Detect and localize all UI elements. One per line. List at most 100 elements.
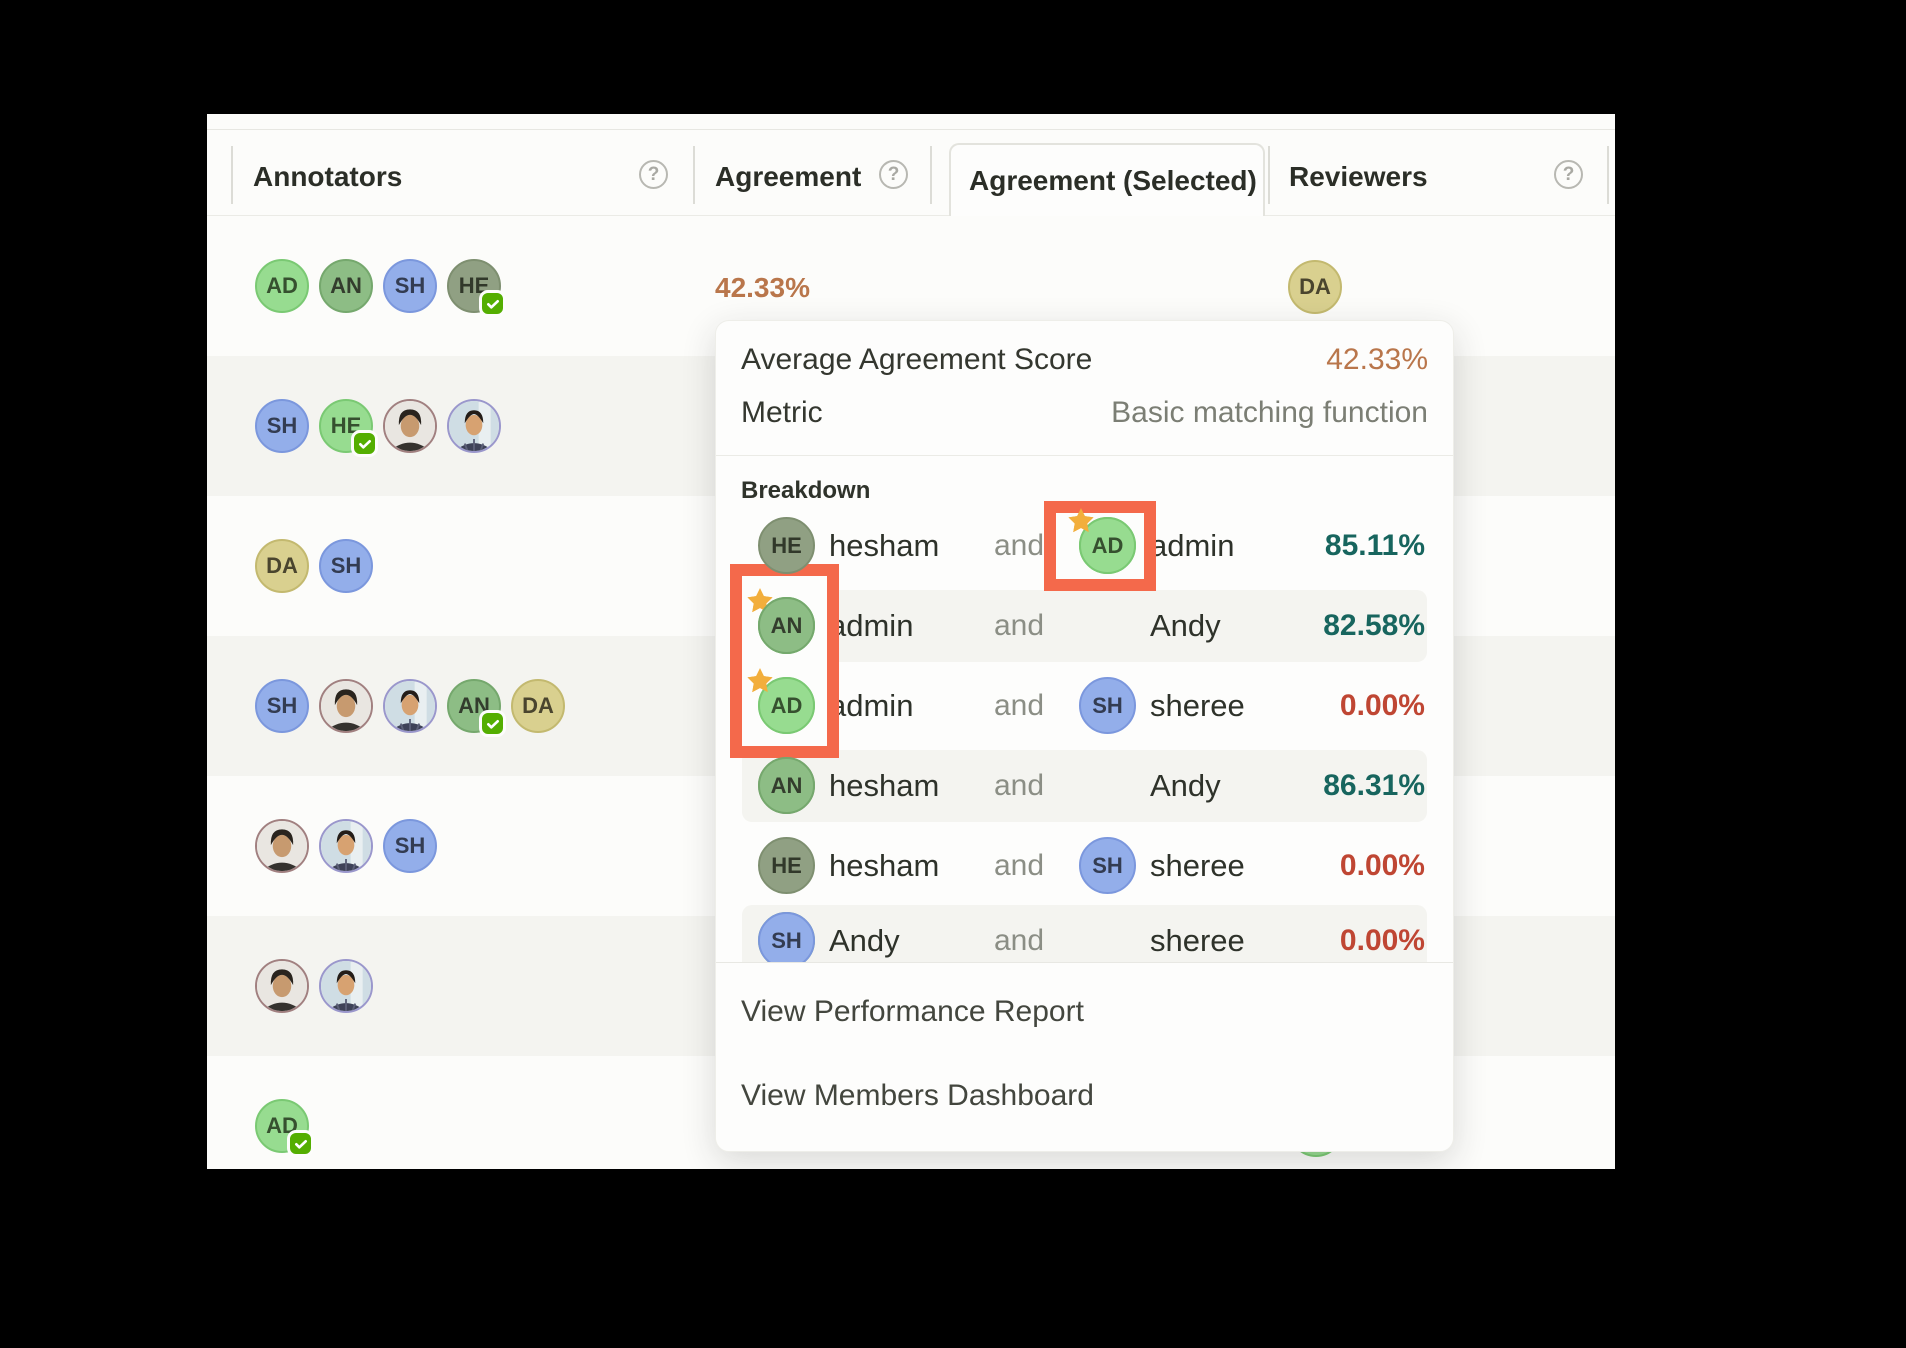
member-name: hesham <box>829 848 940 883</box>
verified-check-icon <box>351 430 378 457</box>
column-header-agreement[interactable]: Agreement <box>715 161 862 192</box>
pair-score: 0.00% <box>1339 924 1425 957</box>
avatar-sh[interactable]: SH <box>1079 837 1136 894</box>
avatar-an[interactable]: AN <box>447 679 506 737</box>
avatar-sh[interactable]: SH <box>255 399 309 453</box>
help-icon[interactable]: ? <box>639 160 668 189</box>
average-agreement-row: Average Agreement Score 42.33% <box>741 341 1428 379</box>
avatar-ad[interactable]: AD <box>255 259 309 313</box>
column-header-agreement-selected[interactable]: Agreement (Selected) <box>949 143 1265 216</box>
breakdown-label: Breakdown <box>741 477 871 504</box>
photo-avatar[interactable] <box>319 959 373 1013</box>
avatar-initials: AN <box>330 273 362 298</box>
avatar-an[interactable]: AN <box>319 259 373 313</box>
breakdown-row: HE hesham and AN Andy 86.31% <box>742 750 1427 822</box>
average-agreement-value: 42.33% <box>1326 343 1428 376</box>
popup-footer: View Performance Report View Members Das… <box>716 962 1453 1151</box>
avatar-da[interactable]: DA <box>511 679 565 733</box>
column-divider <box>1607 146 1609 204</box>
avatar-sh[interactable]: SH <box>758 912 815 969</box>
member-name: Andy <box>1150 608 1221 643</box>
avatar-initials: HE <box>771 852 802 878</box>
verified-check-icon <box>479 710 506 737</box>
photo-avatar[interactable] <box>255 819 309 873</box>
avatar-he[interactable]: HE <box>758 517 815 574</box>
avatar-sh[interactable]: SH <box>383 819 437 873</box>
member-name: sheree <box>1150 848 1245 883</box>
photo-avatar[interactable] <box>447 399 501 453</box>
conjunction: and <box>993 689 1045 722</box>
view-performance-report-link[interactable]: View Performance Report <box>741 995 1084 1028</box>
avatar-initials: DA <box>266 553 298 578</box>
avatar-initials: DA <box>1299 274 1331 299</box>
avatar-initials: AN <box>770 772 803 798</box>
selected-column-label: Agreement (Selected) <box>969 164 1257 196</box>
photo-avatar[interactable] <box>319 819 373 873</box>
avatar-initials: SH <box>1092 852 1123 878</box>
member-name: hesham <box>829 768 940 803</box>
column-header-reviewers[interactable]: Reviewers <box>1289 161 1428 192</box>
table-row: SH <box>207 776 1615 916</box>
avatar-an[interactable]: AN <box>758 757 815 814</box>
column-header-annotators[interactable]: Annotators <box>253 161 403 192</box>
avatar-sh[interactable]: SH <box>319 539 373 593</box>
avatar-da-reviewer[interactable]: DA <box>1288 260 1342 314</box>
member-name: admin <box>1150 528 1235 563</box>
members-table: Annotators ? Agreement ? Agreement (Sele… <box>207 114 1615 1169</box>
pair-score: 0.00% <box>1339 689 1425 722</box>
avatar-he[interactable]: HE <box>319 399 378 457</box>
help-icon[interactable]: ? <box>1554 160 1583 189</box>
avatar-initials: AD <box>1091 532 1124 558</box>
member-name: Andy <box>829 923 900 958</box>
avatar-ad[interactable]: AD <box>255 1099 314 1157</box>
avatar-initials: SH <box>330 553 362 578</box>
table-row: DA SH <box>207 496 1615 636</box>
avatar-sh[interactable]: SH <box>383 259 437 313</box>
pair-score: 0.00% <box>1339 849 1425 882</box>
member-name: admin <box>829 608 914 643</box>
conjunction: and <box>993 529 1045 562</box>
column-divider <box>1268 146 1270 204</box>
avatar-initials: HE <box>771 532 802 558</box>
metric-value: Basic matching function <box>1111 396 1428 429</box>
verified-check-icon <box>479 290 506 317</box>
avatar-initials: SH <box>394 273 426 298</box>
photo-avatar[interactable] <box>319 679 373 733</box>
agreement-score-cell[interactable]: 42.33% <box>715 272 810 303</box>
avatar-he[interactable]: HE <box>758 837 815 894</box>
highlight-box <box>1044 501 1156 591</box>
member-name: Andy <box>1150 768 1221 803</box>
conjunction: and <box>993 609 1045 642</box>
breakdown-row: AD admin and AN Andy 82.58% <box>742 588 1427 662</box>
avatar-sh[interactable]: SH <box>255 679 309 733</box>
avatar-initials: AD <box>266 273 298 298</box>
breakdown-row: AD admin and SH sheree 0.00% <box>716 668 1453 742</box>
star-icon <box>745 666 775 696</box>
member-name: admin <box>829 688 914 723</box>
avatar-ad-starred[interactable]: AD <box>747 668 815 734</box>
help-icon[interactable]: ? <box>879 160 908 189</box>
avatar-sh[interactable]: SH <box>1079 677 1136 734</box>
avatar-initials: DA <box>522 693 554 718</box>
table-top-divider <box>207 129 1615 130</box>
avatar-initials: AN <box>770 612 803 638</box>
pair-score: 85.11% <box>1324 529 1425 562</box>
avatar-ad-starred[interactable]: AD <box>1068 508 1136 574</box>
conjunction: and <box>993 924 1045 957</box>
view-members-dashboard-link[interactable]: View Members Dashboard <box>741 1079 1094 1112</box>
avatar-initials: SH <box>394 833 426 858</box>
avatar-he[interactable]: HE <box>447 259 506 317</box>
breakdown-row: HE hesham and AD admin 85.11% <box>716 508 1453 582</box>
average-agreement-label: Average Agreement Score <box>741 343 1093 376</box>
photo-avatar[interactable] <box>383 399 437 453</box>
photo-avatar[interactable] <box>383 679 437 733</box>
avatar-initials: SH <box>266 413 298 438</box>
pair-score: 86.31% <box>1323 769 1425 802</box>
avatar-an[interactable]: AN <box>758 597 815 654</box>
avatar-initials: AD <box>770 692 803 718</box>
avatar-da[interactable]: DA <box>255 539 309 593</box>
photo-avatar[interactable] <box>255 959 309 1013</box>
metric-row: Metric Basic matching function <box>741 394 1428 432</box>
pair-score: 82.58% <box>1323 609 1425 642</box>
